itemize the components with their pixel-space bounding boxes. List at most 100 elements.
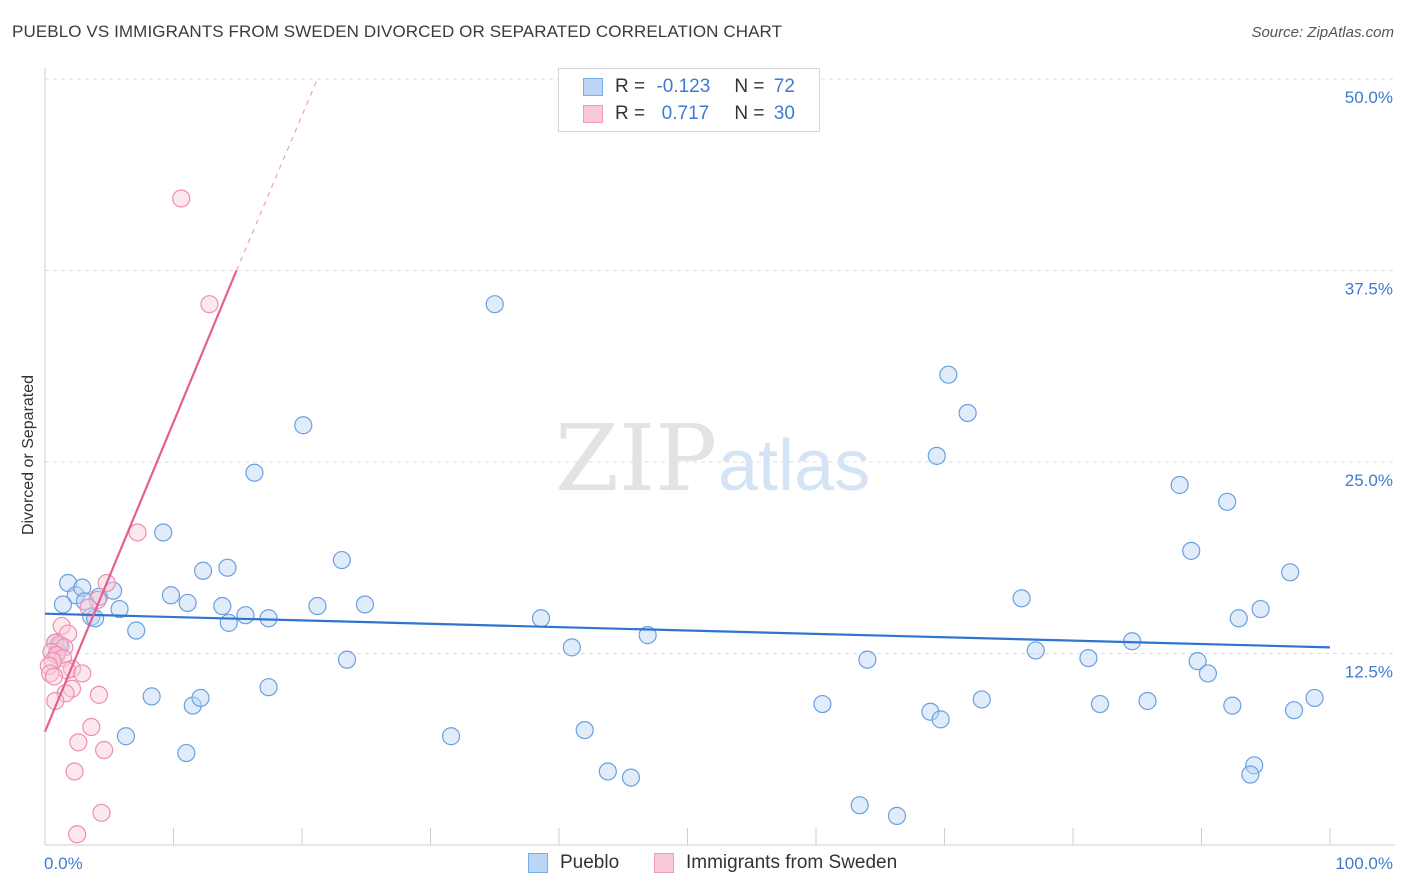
series-label-sweden: Immigrants from Sweden bbox=[686, 852, 898, 873]
pueblo-point bbox=[958, 403, 977, 423]
pueblo-point bbox=[1170, 475, 1189, 495]
sweden-point bbox=[92, 803, 111, 822]
legend-n-label: N = bbox=[734, 76, 765, 97]
legend-row-pueblo: R = -0.123 N = 72 bbox=[583, 75, 795, 99]
pueblo-point bbox=[927, 446, 946, 465]
pueblo-point bbox=[259, 609, 278, 628]
pueblo-point bbox=[116, 727, 136, 746]
pueblo-point bbox=[142, 687, 161, 706]
sweden-point bbox=[39, 656, 58, 675]
pueblo-point bbox=[183, 696, 202, 715]
pueblo-point bbox=[1188, 652, 1207, 671]
correlation-legend: R = -0.123 N = 72 R = 0.717 N = 30 bbox=[558, 68, 820, 132]
pueblo-point bbox=[332, 550, 351, 570]
legend-r-value: -0.123 bbox=[656, 76, 711, 97]
y-axis-label: Divorced or Separated bbox=[20, 375, 37, 535]
sweden-point bbox=[42, 642, 61, 662]
pueblo-point bbox=[638, 626, 657, 645]
pueblo-point bbox=[127, 621, 146, 640]
sweden-point bbox=[89, 685, 109, 704]
pueblo-point bbox=[972, 690, 991, 709]
pueblo-point bbox=[73, 578, 92, 597]
pueblo-point bbox=[485, 295, 504, 314]
grid-lines bbox=[45, 78, 1395, 654]
pueblo-point bbox=[161, 586, 181, 605]
sweden-point bbox=[69, 733, 88, 752]
pueblo-point bbox=[308, 596, 327, 616]
pueblo-point bbox=[1241, 765, 1260, 784]
legend-row-sweden: R = 0.717 N = 30 bbox=[583, 102, 795, 126]
pueblo-point bbox=[1026, 641, 1045, 660]
pueblo-point bbox=[1281, 563, 1300, 582]
pueblo-point bbox=[219, 613, 238, 632]
series-legend-sweden[interactable]: Immigrants from Sweden bbox=[654, 852, 897, 874]
sweden-trend-extension bbox=[235, 78, 318, 271]
axes bbox=[44, 68, 1395, 846]
sweden-point bbox=[82, 717, 101, 737]
legend-swatch-pueblo bbox=[583, 78, 603, 96]
pueblo-point bbox=[598, 762, 617, 781]
pueblo-point bbox=[1245, 756, 1264, 775]
pueblo-point bbox=[218, 558, 237, 577]
pueblo-point bbox=[850, 796, 869, 815]
legend-n-value: 72 bbox=[773, 76, 795, 97]
pueblo-point bbox=[337, 650, 357, 669]
sweden-point bbox=[172, 189, 191, 208]
legend-r-value: 0.717 bbox=[656, 103, 710, 124]
pueblo-point bbox=[921, 702, 940, 721]
pueblo-point bbox=[1198, 664, 1218, 683]
series-legend-pueblo[interactable]: Pueblo bbox=[528, 852, 619, 874]
pueblo-point bbox=[1012, 589, 1031, 608]
pueblo-point bbox=[562, 638, 581, 657]
pueblo-point bbox=[245, 463, 264, 482]
pueblo-point bbox=[294, 416, 313, 435]
legend-r-label: R = bbox=[615, 103, 646, 124]
series-legend: Pueblo Immigrants from Sweden bbox=[0, 852, 1406, 878]
pueblo-point bbox=[355, 595, 375, 614]
pueblo-point bbox=[1090, 694, 1110, 714]
pueblo-point bbox=[1138, 691, 1157, 711]
watermark-zip: ZIP bbox=[555, 405, 717, 512]
pueblo-point bbox=[191, 688, 210, 708]
pueblo-point bbox=[1223, 696, 1242, 715]
sweden-point bbox=[95, 740, 114, 760]
trend-lines bbox=[43, 78, 1331, 733]
chart-title: PUEBLO VS IMMIGRANTS FROM SWEDEN DIVORCE… bbox=[12, 22, 783, 41]
pueblo-point bbox=[858, 650, 877, 669]
pueblo-point bbox=[178, 593, 197, 613]
pueblo-point bbox=[154, 523, 173, 542]
legend-swatch-sweden bbox=[583, 105, 603, 123]
pueblo-point bbox=[939, 365, 958, 384]
data-points bbox=[39, 189, 1324, 844]
pueblo-point bbox=[531, 609, 551, 628]
pueblo-point bbox=[887, 806, 907, 825]
sweden-point bbox=[73, 664, 92, 683]
pueblo-trend-line bbox=[44, 612, 1331, 649]
y-tick-label: 12.5% bbox=[1345, 663, 1393, 682]
pueblo-point bbox=[53, 595, 73, 614]
pueblo-point bbox=[1218, 492, 1237, 511]
pueblo-point bbox=[110, 599, 129, 619]
sweden-trend-line bbox=[43, 270, 238, 733]
pueblo-point bbox=[931, 710, 950, 729]
pueblo-point bbox=[1305, 688, 1324, 708]
sweden-point bbox=[65, 762, 84, 781]
pueblo-point bbox=[621, 768, 641, 787]
watermark-atlas: atlas bbox=[718, 426, 870, 506]
pueblo-point bbox=[441, 727, 461, 746]
pueblo-point bbox=[193, 561, 213, 580]
pueblo-point bbox=[1182, 541, 1201, 560]
legend-n-value: 30 bbox=[773, 103, 795, 124]
y-tick-label: 25.0% bbox=[1345, 471, 1393, 490]
sweden-point bbox=[128, 523, 147, 542]
pueblo-point bbox=[236, 606, 255, 625]
sweden-point bbox=[200, 295, 219, 314]
sweden-point bbox=[44, 667, 64, 686]
legend-n-label: N = bbox=[734, 103, 765, 124]
x-tick-label: 0.0% bbox=[44, 854, 83, 873]
series-swatch-pueblo bbox=[528, 853, 548, 873]
pueblo-point bbox=[213, 596, 232, 616]
series-swatch-sweden bbox=[654, 853, 674, 873]
series-label-pueblo: Pueblo bbox=[560, 852, 620, 873]
